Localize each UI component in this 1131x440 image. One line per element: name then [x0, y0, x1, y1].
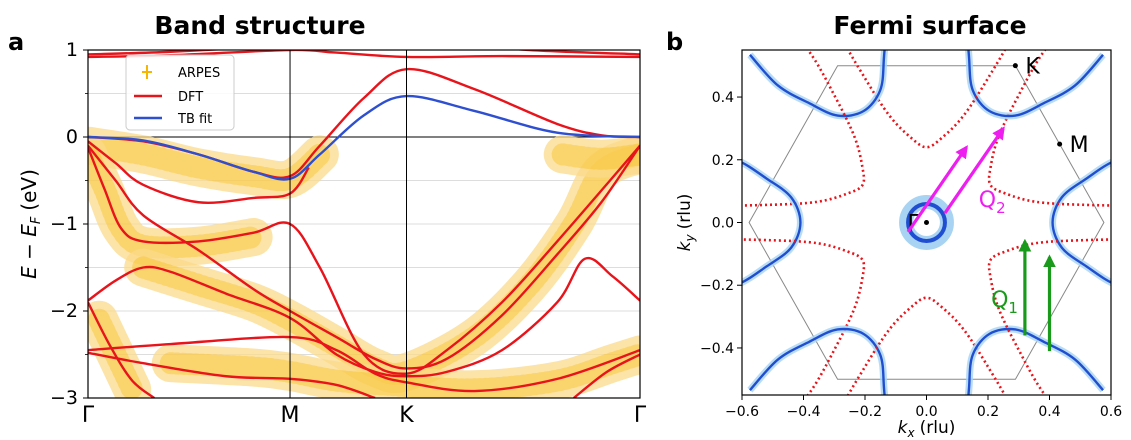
- legend-label-arpes: ARPES: [178, 66, 220, 81]
- hs-point-marker: [1057, 141, 1063, 147]
- fermi-ytick-label: −0.2: [700, 278, 734, 294]
- fermi-contour-blue: [749, 327, 886, 395]
- dft-band-5: [88, 144, 640, 375]
- dft-band-9: [88, 351, 376, 398]
- fermi-xticks: −0.6 −0.4 −0.2 0.0 0.2 0.4 0.6: [725, 395, 1122, 420]
- fermi-xtick-label: −0.2: [848, 404, 882, 420]
- band-ytick-label: −2: [50, 300, 78, 322]
- fermi-xtick-label: 0.2: [977, 404, 999, 420]
- fermi-xtick-label: 0.4: [1038, 404, 1060, 420]
- band-ylabel-sub: F: [29, 216, 44, 224]
- fermi-ylabel-unit: (rlu): [675, 194, 695, 230]
- fermi-contour-dft: [742, 50, 866, 207]
- fermi-xlabel: kx (rlu): [898, 418, 956, 440]
- legend-label-dft: DFT: [178, 90, 203, 105]
- fermi-ytick-label: 0.4: [712, 90, 734, 106]
- band-ylabel: E − EF (eV): [17, 169, 44, 279]
- legend-entry-tb: TB fit: [134, 112, 212, 127]
- fermi-ylabel-sub: y: [683, 234, 697, 243]
- band-yticks: 1 0 −1 −2 −3: [50, 39, 88, 409]
- fermi-ylabel: ky (rlu): [675, 194, 697, 252]
- dft-band-6: [88, 256, 640, 378]
- fermi-contour-glow: [964, 325, 1106, 395]
- fermi-yticks: 0.4 0.2 0.0 −0.2 −0.4: [700, 90, 742, 357]
- panel-b-letter: b: [666, 28, 683, 56]
- fermi-contour-blue: [967, 327, 1104, 395]
- fermi-xtick-label: 0.0: [915, 404, 937, 420]
- dft-band-8: [88, 335, 640, 393]
- legend-entry-dft: DFT: [134, 90, 203, 105]
- fermi-contours: [742, 50, 1111, 395]
- fermi-ylabel-main: k: [675, 240, 695, 251]
- fermi-ytick-label: 0.2: [712, 153, 734, 169]
- nesting-vector-arrow: [943, 126, 1005, 214]
- nesting-vector-arrow: [906, 145, 968, 233]
- panel-a-title: Band structure: [154, 11, 365, 40]
- fermi-contour-blue: [749, 50, 886, 118]
- band-legend: ARPES DFT TB fit: [125, 54, 235, 131]
- panel-a: a Band structure 1 0 −1 −2 −3 Γ M K Γ E − EF (eV…: [8, 11, 647, 428]
- fermi-contour-glow: [1049, 158, 1111, 287]
- nesting-vector-label: Q2: [979, 188, 1006, 217]
- arpes-band-4: [151, 335, 640, 398]
- fermi-xlabel-main: k: [898, 418, 909, 438]
- fermi-xlabel-sub: x: [906, 426, 915, 440]
- kpoint-label: M: [281, 403, 300, 428]
- dft-band-10: [573, 353, 640, 398]
- fermi-contour-dft: [742, 238, 866, 395]
- kpoint-lines: [289, 50, 408, 398]
- fermi-contour-glow: [747, 325, 889, 395]
- band-ylabel-main: E − E: [17, 224, 41, 279]
- legend-label-tb: TB fit: [177, 112, 212, 127]
- panel-b-title: Fermi surface: [833, 11, 1026, 40]
- dft-band-1: [88, 50, 640, 56]
- band-ylabel-unit: (eV): [17, 169, 41, 211]
- fermi-xtick-label: −0.6: [725, 404, 759, 420]
- fermi-contour-dft: [846, 296, 1007, 395]
- nesting-vector-label: Q1: [991, 288, 1018, 317]
- nesting-vectors: Q2 Q1: [906, 126, 1056, 352]
- fermi-xlabel-unit: (rlu): [920, 418, 956, 438]
- hs-point-label: K: [1025, 55, 1040, 80]
- fermi-contour-dft: [846, 50, 1007, 149]
- legend-entry-arpes: ARPES: [142, 65, 220, 81]
- band-ytick-label: 1: [66, 39, 78, 61]
- kpoint-label: K: [399, 403, 414, 428]
- fermi-ytick-label: −0.4: [700, 341, 734, 357]
- band-ytick-label: −1: [50, 213, 78, 235]
- dft-band-7: [88, 301, 155, 398]
- fermi-contour-blue: [742, 161, 802, 284]
- kpoint-label: Γ: [82, 403, 95, 428]
- fermi-contour-dft: [987, 238, 1111, 395]
- tb-fit-band-11: [88, 94, 640, 181]
- fermi-contour-blue: [1051, 161, 1111, 284]
- fermi-contour-blue: [967, 50, 1104, 118]
- arpes-markers-4: [159, 343, 640, 398]
- legend-box: [125, 54, 235, 131]
- hs-point-label: M: [1070, 133, 1089, 158]
- hs-point-marker: [1012, 63, 1018, 69]
- band-ytick-label: 0: [66, 126, 78, 148]
- fermi-ytick-label: 0.0: [712, 216, 734, 232]
- fermi-contour-dft: [987, 50, 1111, 207]
- fermi-xtick-label: −0.4: [787, 404, 821, 420]
- kpoint-label: Γ: [634, 403, 647, 428]
- fermi-xtick-label: 0.6: [1100, 404, 1122, 420]
- hs-point-marker: [924, 220, 929, 225]
- panel-a-letter: a: [8, 28, 24, 56]
- band-ytick-label: −3: [50, 387, 78, 409]
